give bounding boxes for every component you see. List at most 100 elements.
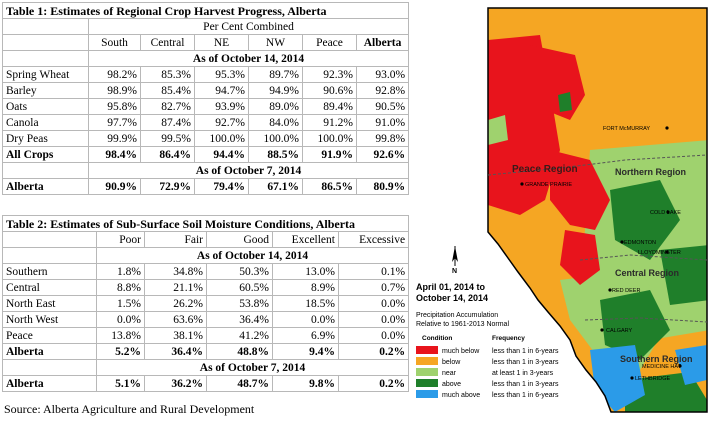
legend-swatch [416,368,438,376]
table-cell: 5.2% [96,343,145,360]
row-label: Barley [2,82,89,99]
table-cell: 91.9% [302,146,357,163]
row-label: Southern [2,263,97,280]
city-label: EDMONTON [624,240,656,246]
north-arrow-icon: N [452,246,458,275]
table-cell: 95.3% [194,66,249,83]
table-cell: 0.1% [337,263,410,280]
region-label-central: Central Region [615,268,679,278]
col-header: Poor [96,231,145,248]
region-boundary [579,254,708,261]
table1-section-date: As of October 7, 2014 [87,162,410,179]
table-cell: 84.0% [248,114,303,131]
table-cell: 86.5% [302,178,357,195]
table-cell: 38.1% [144,327,207,344]
table-cell: 0.0% [272,311,339,328]
col-header: South [88,34,141,51]
table-cell: 8.8% [96,279,145,296]
table-cell: 98.2% [88,66,141,83]
table-row: Spring Wheat 98.2% 85.3% 95.3% 89.7% 92.… [2,66,410,83]
table-cell: 89.0% [248,98,303,115]
col-header: NE [194,34,249,51]
table-row: Peace 13.8% 38.1% 41.2% 6.9% 0.0% [2,327,410,344]
legend-swatch [416,346,438,354]
precipitation-map: Peace Region Northern Region Central Reg… [410,0,713,421]
city-label: RED DEER [612,288,640,294]
legend-frequency: less than 1 in 6-years [492,348,559,355]
table-cell: 100.0% [248,130,303,147]
table-cell: 95.8% [88,98,141,115]
legend-frequency: less than 1 in 3-years [492,359,559,366]
table-cell: 93.9% [194,98,249,115]
city-dot [608,288,612,292]
table-cell: 41.2% [206,327,273,344]
legend-condition: above [442,381,461,388]
table1-subtitle: Per Cent Combined [87,18,410,35]
table-cell: 0.7% [337,279,410,296]
table-row: Barley 98.9% 85.4% 94.7% 94.9% 90.6% 92.… [2,82,410,99]
table-row: Canola 97.7% 87.4% 92.7% 84.0% 91.2% 91.… [2,114,410,131]
region-boundary [487,154,708,176]
city-markers: FORT McMURRAY GRANDE PRAIRIE COLD LAKE E… [520,126,682,382]
col-header: Excellent [272,231,339,248]
row-label: North West [2,311,97,328]
table-cell: 99.8% [355,130,410,147]
table1-title: Table 1: Estimates of Regional Crop Harv… [1,2,410,19]
legend-header: Condition [422,335,452,342]
table-row: North East 1.5% 26.2% 53.8% 18.5% 0.0% [2,295,410,312]
table-cell: 98.4% [88,146,141,163]
table-cell: 87.4% [140,114,195,131]
col-header: Peace [302,34,357,51]
table-row: Oats 95.8% 82.7% 93.9% 89.0% 89.4% 90.5% [2,98,410,115]
map-legend: Condition Frequency much below less than… [416,335,559,399]
table-cell: 0.0% [337,311,410,328]
table-cell: 1.5% [96,295,145,312]
region-label-southern: Southern Region [620,354,693,364]
table-cell: 100.0% [194,130,249,147]
table-cell: 90.6% [302,82,357,99]
city-dot [620,240,624,244]
region-label-peace: Peace Region [512,164,578,175]
table-cell: 99.5% [140,130,195,147]
col-header: Central [140,34,195,51]
table-cell: 34.8% [144,263,207,280]
table-cell: 85.4% [140,82,195,99]
legend-frequency: less than 1 in 6-years [492,392,559,399]
city-label: LETHBRIDGE [635,376,670,382]
table2-section-date: As of October 14, 2014 [95,247,410,264]
table-cell: 1.8% [96,263,145,280]
legend-frequency: at least 1 in 3-years [492,370,554,377]
table-cell: 90.5% [355,98,410,115]
table-cell: 90.9% [88,178,141,195]
table-cell: 89.7% [248,66,303,83]
row-label: Spring Wheat [2,66,89,83]
table-cell: 92.6% [355,146,410,163]
legend-swatch [416,379,438,387]
table-cell: 86.4% [140,146,195,163]
city-dot [600,328,604,332]
table-cell: 5.1% [96,375,145,392]
table-row: Southern 1.8% 34.8% 50.3% 13.0% 0.1% [2,263,410,280]
city-dot [665,250,669,254]
table-cell: 92.3% [302,66,357,83]
table2-header-row: Poor Fair Good Excellent Excessive [2,231,410,248]
city-label: GRANDE PRAIRIE [525,182,572,188]
table-cell: 88.5% [248,146,303,163]
north-arrow-label: N [452,268,457,275]
table-cell: 53.8% [206,295,273,312]
table-cell: 9.8% [272,375,339,392]
table-cell: 48.7% [206,375,273,392]
table-cell: 94.7% [194,82,249,99]
legend-header: Frequency [492,335,525,342]
table-cell: 92.7% [194,114,249,131]
table-cell: 92.8% [355,82,410,99]
table-total-row: Alberta 5.2% 36.4% 48.8% 9.4% 0.2% [2,343,410,360]
legend-swatch [416,390,438,398]
map-description: Relative to 1961-2013 Normal [416,321,509,328]
table-cell: 36.4% [206,311,273,328]
map-date-range: April 01, 2014 to [416,282,486,292]
table-cell: 91.2% [302,114,357,131]
table-cell: 9.4% [272,343,339,360]
table-cell: 13.0% [272,263,339,280]
table-cell: 99.9% [88,130,141,147]
